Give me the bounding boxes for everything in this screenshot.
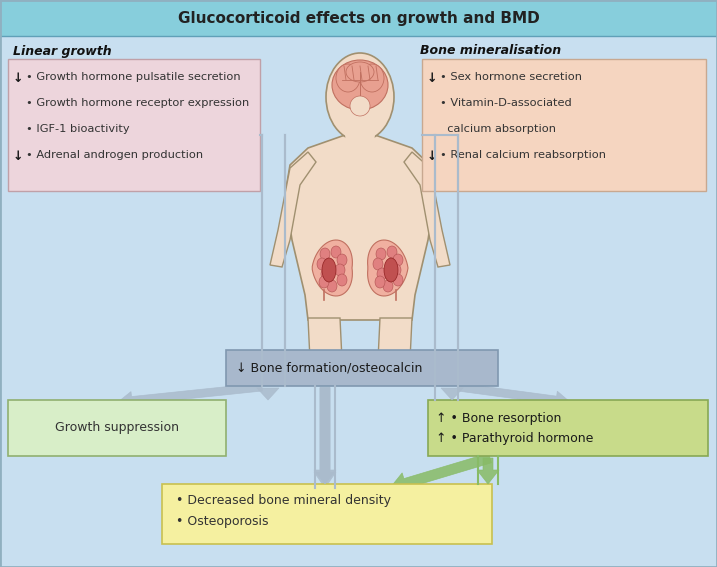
Bar: [428, 400, 708, 456]
Text: ↓: ↓: [427, 72, 437, 85]
Polygon shape: [312, 240, 352, 296]
Ellipse shape: [377, 268, 387, 280]
Ellipse shape: [321, 268, 331, 280]
Polygon shape: [314, 387, 336, 488]
Ellipse shape: [317, 258, 327, 270]
Polygon shape: [404, 152, 450, 267]
Ellipse shape: [387, 246, 397, 258]
Bar: [8, 400, 226, 456]
Text: Glucocorticoid effects on growth and BMD: Glucocorticoid effects on growth and BMD: [178, 11, 539, 26]
Text: Growth suppression: Growth suppression: [55, 421, 179, 434]
Polygon shape: [270, 152, 316, 267]
Polygon shape: [378, 318, 412, 360]
Ellipse shape: [384, 258, 398, 282]
Ellipse shape: [393, 274, 403, 286]
Text: Bone mineralisation: Bone mineralisation: [420, 44, 561, 57]
Text: • Renal calcium reabsorption: • Renal calcium reabsorption: [440, 150, 606, 160]
Text: • Sex hormone secretion: • Sex hormone secretion: [440, 72, 582, 82]
Ellipse shape: [393, 254, 403, 266]
Ellipse shape: [327, 280, 337, 292]
Text: • Adrenal androgen production: • Adrenal androgen production: [26, 150, 203, 160]
Text: • Vitamin-D-associated: • Vitamin-D-associated: [440, 98, 571, 108]
Text: ↓ Bone formation/osteocalcin: ↓ Bone formation/osteocalcin: [236, 362, 422, 374]
Text: • Decreased bone mineral density: • Decreased bone mineral density: [176, 494, 391, 507]
Bar: [226, 350, 498, 386]
Polygon shape: [390, 453, 491, 494]
Ellipse shape: [331, 246, 341, 258]
Ellipse shape: [391, 264, 401, 276]
Polygon shape: [118, 383, 262, 409]
Bar: [422, 59, 706, 191]
Bar: [162, 484, 492, 544]
Ellipse shape: [336, 64, 360, 92]
Ellipse shape: [320, 248, 330, 260]
Text: • Growth hormone pulsatile secretion: • Growth hormone pulsatile secretion: [26, 72, 241, 82]
Ellipse shape: [350, 96, 370, 116]
Ellipse shape: [319, 276, 329, 288]
Text: ↑ • Parathyroid hormone: ↑ • Parathyroid hormone: [436, 432, 594, 445]
Text: ↓: ↓: [427, 150, 437, 163]
Ellipse shape: [360, 64, 384, 92]
Ellipse shape: [335, 264, 345, 276]
Text: • IGF-1 bioactivity: • IGF-1 bioactivity: [26, 124, 130, 134]
Polygon shape: [368, 240, 408, 296]
Polygon shape: [345, 133, 375, 148]
Ellipse shape: [346, 62, 374, 82]
Ellipse shape: [376, 248, 386, 260]
Bar: [8, 59, 260, 191]
Polygon shape: [477, 458, 499, 484]
Text: ↑ • Bone resorption: ↑ • Bone resorption: [436, 412, 561, 425]
Ellipse shape: [337, 254, 347, 266]
Bar: [0, 0, 717, 36]
Ellipse shape: [383, 280, 393, 292]
Text: Linear growth: Linear growth: [13, 44, 112, 57]
Ellipse shape: [337, 274, 347, 286]
Ellipse shape: [373, 258, 383, 270]
Polygon shape: [257, 388, 279, 400]
Polygon shape: [308, 318, 342, 360]
Polygon shape: [441, 388, 463, 400]
Polygon shape: [314, 388, 336, 484]
Ellipse shape: [322, 258, 336, 282]
Text: • Osteoporosis: • Osteoporosis: [176, 515, 268, 528]
Polygon shape: [285, 135, 435, 320]
Text: ↓: ↓: [13, 72, 24, 85]
Ellipse shape: [326, 53, 394, 141]
Polygon shape: [457, 383, 570, 409]
Text: • Growth hormone receptor expression: • Growth hormone receptor expression: [26, 98, 250, 108]
Ellipse shape: [332, 60, 388, 110]
Text: ↓: ↓: [13, 150, 24, 163]
Ellipse shape: [375, 276, 385, 288]
Text: calcium absorption: calcium absorption: [440, 124, 556, 134]
